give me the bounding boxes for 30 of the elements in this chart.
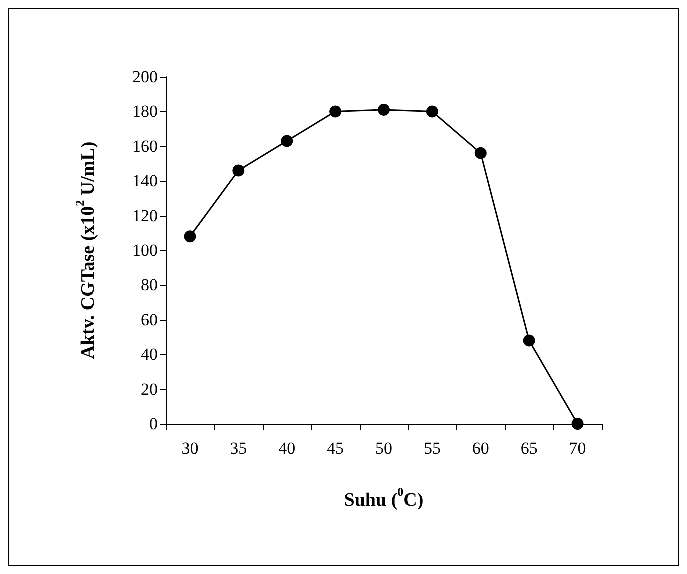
x-tick-label: 30 [182,439,199,458]
y-tick-label: 180 [132,102,158,122]
y-tick-label: 60 [141,310,158,330]
y-tick-label: 100 [132,241,158,260]
y-tick-label: 80 [141,276,158,295]
x-tick-label: 70 [569,439,586,458]
point [184,230,196,243]
x-tick-label: 65 [520,439,538,458]
point [523,334,536,347]
y-tick-label: 40 [141,345,158,364]
y-tick-label: 20 [141,380,158,399]
point [330,106,342,118]
y-tick-label: 140 [132,172,158,191]
y-tick-label: 200 [132,68,158,86]
point [378,104,390,116]
point [572,418,584,430]
point [426,106,438,118]
x-tick-label: 45 [327,439,344,458]
point [474,147,487,160]
x-tick-label: 55 [424,439,441,458]
x-tick-label: 35 [230,439,248,458]
x-tick-label: 40 [278,439,296,458]
point [281,135,294,148]
y-tick-label: 120 [132,206,158,226]
y-tick-label: 0 [150,414,158,434]
x-tick-label: 50 [376,439,392,458]
y-tick-label: 160 [132,136,158,156]
y-axis-title: Aktv. CGTase (x102 U/mL) [73,142,99,360]
point [232,164,245,177]
x-tick-label: 60 [472,439,490,458]
